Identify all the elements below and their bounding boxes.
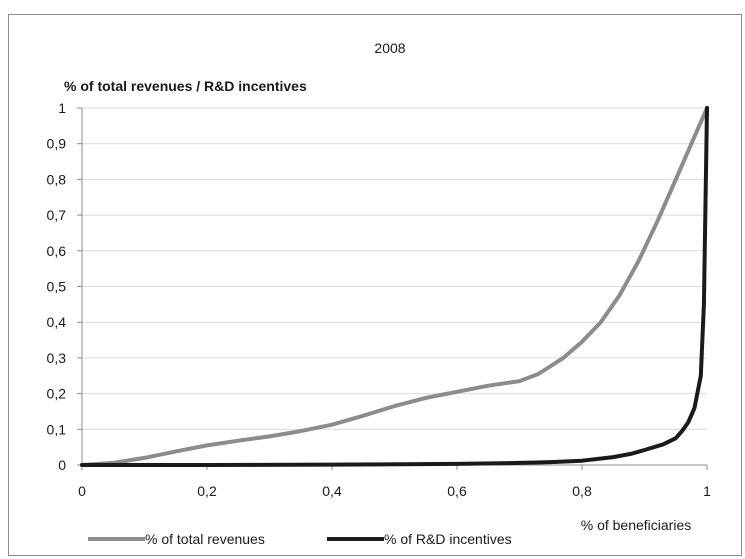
y-tick-label: 0,8 — [47, 171, 67, 187]
x-tick-label: 0,2 — [197, 483, 217, 499]
x-tick-label: 0,6 — [447, 483, 467, 499]
legend-label-2: % of R&D incentives — [384, 531, 512, 547]
x-tick-label: 0 — [78, 483, 86, 499]
y-tick-labels: 0 0,1 0,2 0,3 0,4 0,5 0,6 0,7 0,8 0,9 1 — [47, 100, 67, 473]
series-lines — [80, 106, 709, 467]
chart-title: 2008 — [374, 40, 405, 56]
x-tick-label: 0,8 — [572, 483, 592, 499]
series-line-1 — [80, 106, 709, 467]
y-tick-label: 0,3 — [47, 350, 67, 366]
legend-label-1: % of total revenues — [145, 531, 265, 547]
legend: % of total revenues % of R&D incentives — [88, 531, 512, 547]
y-tick-label: 0,4 — [47, 314, 67, 330]
y-tick-label: 0 — [58, 457, 66, 473]
x-tick-label: 1 — [703, 483, 711, 499]
y-tick-label: 1 — [58, 100, 66, 116]
y-tick-label: 0,9 — [47, 136, 67, 152]
x-axis-label: % of beneficiaries — [581, 517, 692, 533]
series-line-2 — [80, 106, 709, 467]
y-tick-label: 0,6 — [47, 243, 67, 259]
gridlines — [77, 107, 708, 470]
y-tick-label: 0,5 — [47, 279, 67, 295]
x-tick-label: 0,4 — [322, 483, 342, 499]
y-tick-label: 0,1 — [47, 421, 67, 437]
x-tick-labels: 0 0,2 0,4 0,6 0,8 1 — [78, 483, 711, 499]
y-axis-label: % of total revenues / R&D incentives — [64, 78, 307, 94]
y-tick-label: 0,7 — [47, 207, 67, 223]
y-tick-label: 0,2 — [47, 386, 67, 402]
